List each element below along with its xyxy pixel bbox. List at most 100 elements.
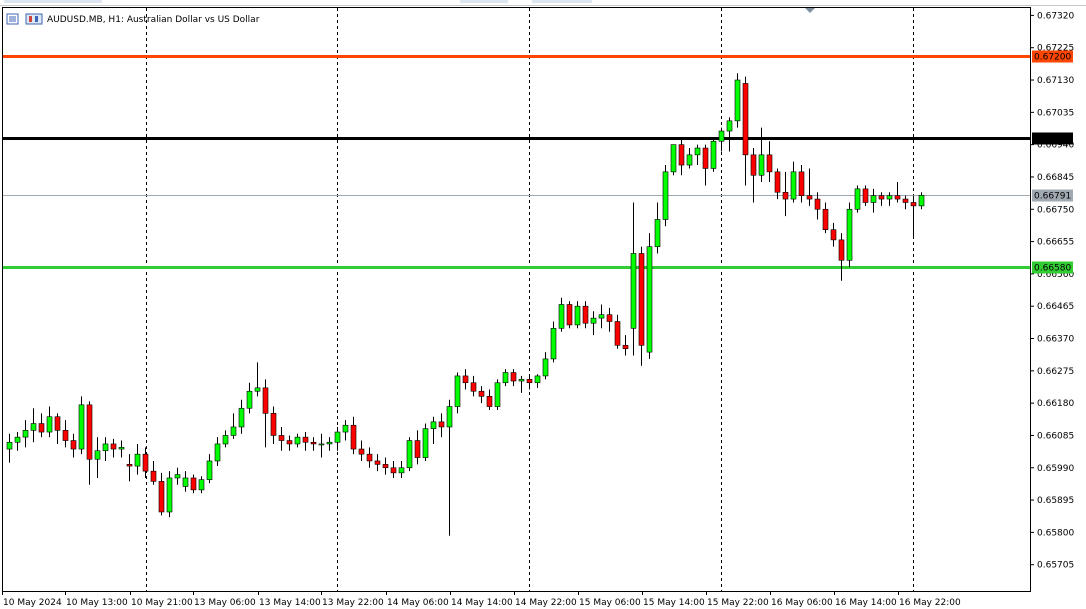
candle-bull[interactable]: [662, 171, 669, 220]
candle-bear[interactable]: [638, 253, 645, 346]
price-axis[interactable]: 0.67320 0.67225 0.67130 0.67035 0.66940 0.668…: [1030, 11, 1074, 571]
candle-bull[interactable]: [630, 253, 637, 329]
candle-bear[interactable]: [190, 477, 197, 491]
candle-bull[interactable]: [422, 428, 429, 458]
candle-bear[interactable]: [126, 464, 133, 467]
candle-bull[interactable]: [94, 450, 101, 460]
candle-bull[interactable]: [518, 379, 525, 382]
candle-bear[interactable]: [622, 345, 629, 350]
candle-bear[interactable]: [302, 436, 309, 443]
candle-bear[interactable]: [310, 441, 317, 445]
candle-bull[interactable]: [886, 195, 893, 200]
candle-bear[interactable]: [70, 440, 77, 450]
candle-bull[interactable]: [654, 219, 661, 247]
candle-bull[interactable]: [686, 154, 693, 166]
candle-bear[interactable]: [894, 195, 901, 200]
candle-bull[interactable]: [790, 171, 797, 200]
candle-bull[interactable]: [574, 305, 581, 326]
candle-bull[interactable]: [166, 477, 173, 513]
candle-bear[interactable]: [566, 304, 573, 326]
candle-bull[interactable]: [174, 474, 181, 479]
candle-bull[interactable]: [598, 314, 605, 319]
candle-bear[interactable]: [742, 83, 749, 156]
candle-bull[interactable]: [670, 144, 677, 173]
candle-bull[interactable]: [78, 404, 85, 450]
candle-bull[interactable]: [454, 375, 461, 407]
candle-bear[interactable]: [470, 382, 477, 392]
candle-bear[interactable]: [270, 413, 277, 436]
candle-bull[interactable]: [342, 424, 349, 433]
chart-shift-marker-icon[interactable]: [805, 8, 815, 13]
candle-bull[interactable]: [102, 443, 109, 452]
candle-bull[interactable]: [30, 423, 37, 431]
candle-bear[interactable]: [678, 144, 685, 166]
candle-bull[interactable]: [238, 407, 245, 428]
candle-bear[interactable]: [782, 191, 789, 200]
candle-bear[interactable]: [798, 171, 805, 196]
candle-bear[interactable]: [366, 453, 373, 462]
candle-bull[interactable]: [870, 195, 877, 203]
candle-bear[interactable]: [902, 198, 909, 203]
candle-bear[interactable]: [286, 440, 293, 445]
candle-bear[interactable]: [438, 421, 445, 428]
chart-type-icon[interactable]: [25, 13, 43, 25]
candle-bear[interactable]: [262, 387, 269, 414]
candle-bear[interactable]: [614, 321, 621, 346]
candle-bear[interactable]: [478, 390, 485, 397]
time-axis[interactable]: 10 May 2024 10 May 13:00 10 May 21:00 13 Ma…: [2, 591, 961, 608]
candle-bull[interactable]: [398, 467, 405, 474]
candle-bear[interactable]: [526, 379, 533, 384]
candle-bear[interactable]: [350, 424, 357, 450]
candle-bull[interactable]: [854, 188, 861, 210]
candle-bear[interactable]: [374, 460, 381, 465]
candle-bear[interactable]: [822, 208, 829, 230]
candle-bull[interactable]: [446, 406, 453, 428]
candle-bear[interactable]: [462, 375, 469, 384]
candle-bull[interactable]: [14, 436, 21, 443]
candle-bull[interactable]: [694, 147, 701, 156]
candle-bear[interactable]: [750, 154, 757, 176]
candle-bull[interactable]: [334, 431, 341, 443]
candle-bull[interactable]: [542, 358, 549, 377]
candle-bull[interactable]: [758, 154, 765, 176]
candle-bear[interactable]: [86, 404, 93, 460]
candle-bear[interactable]: [54, 416, 61, 431]
candle-bull[interactable]: [230, 426, 237, 436]
candle-bull[interactable]: [206, 460, 213, 480]
candle-bull[interactable]: [22, 430, 29, 438]
candle-bear[interactable]: [414, 440, 421, 458]
candle-bear[interactable]: [486, 396, 493, 407]
candle-bull[interactable]: [534, 375, 541, 384]
candle-bear[interactable]: [38, 423, 45, 433]
candle-bull[interactable]: [846, 208, 853, 261]
candle-bear[interactable]: [806, 195, 813, 200]
candle-bear[interactable]: [838, 239, 845, 261]
candle-bull[interactable]: [46, 416, 53, 433]
candle-bull[interactable]: [734, 79, 741, 122]
candle-bear[interactable]: [358, 448, 365, 455]
candle-bull[interactable]: [214, 443, 221, 462]
candle-bull[interactable]: [710, 140, 717, 169]
candle-bear[interactable]: [510, 372, 517, 382]
candle-bear[interactable]: [582, 305, 589, 324]
candle-bear[interactable]: [774, 171, 781, 193]
candle-bear[interactable]: [766, 154, 773, 173]
candle-bull[interactable]: [918, 195, 925, 207]
candle-bull[interactable]: [502, 372, 509, 384]
candle-bear[interactable]: [110, 443, 117, 450]
candle-bull[interactable]: [6, 441, 13, 450]
candle-bull[interactable]: [294, 436, 301, 445]
candle-bear[interactable]: [158, 481, 165, 513]
candle-bear[interactable]: [910, 202, 917, 207]
candle-bull[interactable]: [590, 317, 597, 324]
candle-bear[interactable]: [878, 195, 885, 200]
candle-bull[interactable]: [646, 246, 653, 353]
candle-bull[interactable]: [198, 479, 205, 491]
candle-bull[interactable]: [726, 120, 733, 132]
candle-bear[interactable]: [390, 467, 397, 474]
candle-bear[interactable]: [606, 314, 613, 322]
candle-bull[interactable]: [430, 421, 437, 429]
candle-bull[interactable]: [254, 387, 261, 392]
candle-bear[interactable]: [62, 430, 69, 441]
candle-bull[interactable]: [118, 447, 125, 450]
